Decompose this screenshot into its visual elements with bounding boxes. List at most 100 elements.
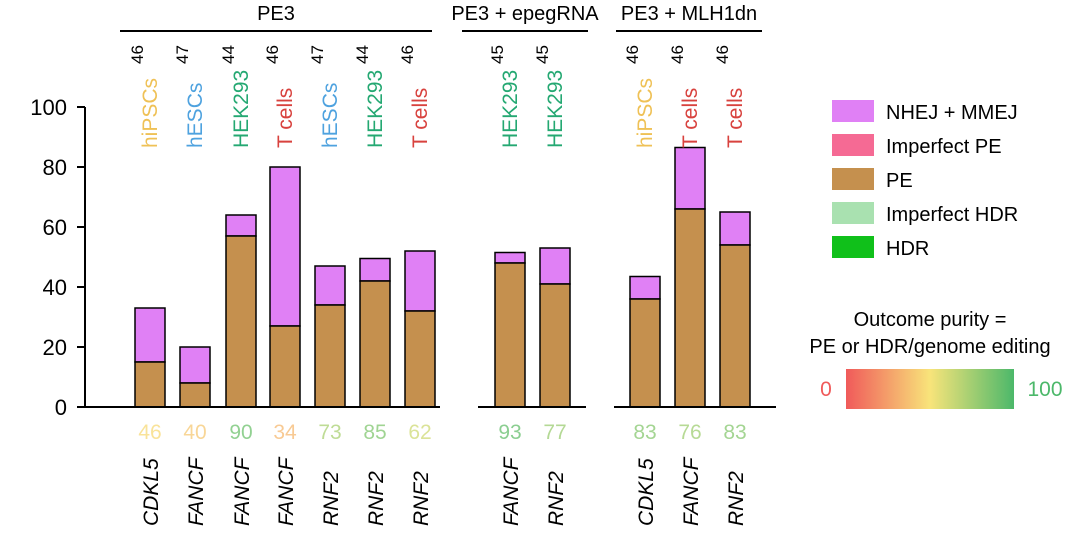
cell-type-label: T cells [724, 88, 747, 148]
bar-nhej-segment [359, 257, 391, 282]
bar-pe-segment [404, 310, 436, 408]
bar-nhej-segment [404, 250, 436, 312]
purity-value: 93 [498, 421, 521, 444]
cell-type-label: HEK293 [544, 70, 567, 148]
bar-pe-segment [314, 304, 346, 408]
y-axis: 0 20 40 60 80 100 [30, 95, 86, 420]
bar-nhej-segment [179, 346, 211, 384]
gene-label: FANCF [275, 456, 298, 526]
y-tick-label: 20 [43, 335, 67, 360]
gene-label: FANCF [500, 456, 523, 526]
y-tick-label: 100 [30, 95, 67, 120]
cell-type-label: T cells [409, 88, 432, 148]
gene-label: RNF2 [410, 471, 433, 526]
legend-label: Imperfect HDR [886, 204, 1018, 226]
cell-type-label: hiPSCs [634, 78, 657, 148]
purity-value: 40 [183, 421, 206, 444]
sample-size-label: 46 [623, 45, 642, 64]
legend-swatch [832, 202, 874, 224]
purity-value: 76 [678, 421, 701, 444]
bar-pe-segment [134, 361, 166, 408]
purity-value: 77 [543, 421, 566, 444]
bar-nhej-segment [629, 275, 661, 300]
gene-label: CDKL5 [140, 458, 163, 526]
legend-swatch [832, 236, 874, 258]
bar-nhej-segment [225, 214, 257, 237]
gene-label: RNF2 [725, 471, 748, 526]
group-header: PE3 + epegRNA [451, 3, 599, 25]
sample-size-label: 46 [668, 45, 687, 64]
group-headers: PE3 PE3 + epegRNA PE3 + MLH1dn [120, 3, 762, 32]
sample-size-label: 46 [263, 45, 282, 64]
bar-pe-segment [179, 382, 211, 408]
cell-type-label: HEK293 [364, 70, 387, 148]
bar-nhej-segment [134, 307, 166, 363]
cell-type-label: T cells [274, 88, 297, 148]
sample-size-label: 46 [128, 45, 147, 64]
legend-label: Imperfect PE [886, 136, 1002, 158]
purity-value: 85 [363, 421, 386, 444]
purity-value: 73 [318, 421, 341, 444]
legend-swatch [832, 100, 874, 122]
bar-nhej-segment [674, 146, 706, 210]
bar-nhej-segment [539, 247, 571, 285]
bar-pe-segment [359, 280, 391, 408]
purity-value: 46 [138, 421, 161, 444]
sample-size-label: 44 [219, 45, 238, 64]
purity-value: 34 [273, 421, 297, 444]
bar-pe-segment [494, 262, 526, 408]
purity-scale-min: 0 [820, 378, 832, 401]
purity-value: 83 [723, 421, 746, 444]
bar-pe-segment [225, 235, 257, 408]
legend-label: NHEJ + MMEJ [886, 102, 1018, 124]
bar-pe-segment [539, 283, 571, 408]
y-tick-label: 60 [43, 215, 67, 240]
sample-size-label: 46 [398, 45, 417, 64]
purity-scale: Outcome purity = PE or HDR/genome editing… [809, 309, 1063, 409]
sample-size-label: 45 [533, 45, 552, 64]
legend-swatch [832, 168, 874, 190]
purity-value: 62 [408, 421, 431, 444]
bar-nhej-segment [494, 251, 526, 264]
bars: hiPSCs 46 46 CDKL5 hESCs 47 40 FANCF HEK293 44 90 F… [128, 45, 751, 526]
cell-type-label: hESCs [184, 83, 207, 148]
bar-pe-segment [719, 244, 751, 408]
bar-nhej-segment [314, 265, 346, 306]
gene-label: RNF2 [365, 471, 388, 526]
sample-size-label: 45 [488, 45, 507, 64]
y-tick-label: 40 [43, 275, 67, 300]
purity-scale-max: 100 [1027, 378, 1062, 401]
bar-pe-segment [674, 208, 706, 408]
bar-pe-segment [269, 325, 301, 408]
y-tick-label: 80 [43, 155, 67, 180]
gene-label: CDKL5 [635, 458, 658, 526]
group-header: PE3 [257, 3, 295, 25]
gene-label: FANCF [231, 456, 254, 526]
sample-size-label: 44 [353, 45, 372, 64]
gene-label: RNF2 [545, 471, 568, 526]
cell-type-label: HEK293 [499, 70, 522, 148]
gene-label: FANCF [680, 456, 703, 526]
y-tick-label: 0 [55, 395, 67, 420]
purity-scale-title: Outcome purity = [854, 309, 1007, 331]
legend-label: HDR [886, 238, 929, 260]
purity-scale-subtitle: PE or HDR/genome editing [809, 336, 1050, 358]
cell-type-label: hiPSCs [139, 78, 162, 148]
purity-gradient-bar [846, 369, 1014, 409]
sample-size-label: 47 [173, 45, 192, 64]
cell-type-label: hESCs [319, 83, 342, 148]
sample-size-label: 46 [713, 45, 732, 64]
cell-type-label: HEK293 [230, 70, 253, 148]
legend: NHEJ + MMEJ Imperfect PE PE Imperfect HDR HD… [832, 100, 1018, 260]
sample-size-label: 47 [308, 45, 327, 64]
gene-label: FANCF [185, 456, 208, 526]
bar-nhej-segment [269, 166, 301, 327]
gene-label: RNF2 [320, 471, 343, 526]
bar-pe-segment [629, 298, 661, 408]
bar-nhej-segment [719, 211, 751, 246]
group-header: PE3 + MLH1dn [621, 3, 757, 25]
legend-label: PE [886, 170, 913, 192]
cell-type-label: T cells [679, 88, 702, 148]
purity-value: 83 [633, 421, 656, 444]
